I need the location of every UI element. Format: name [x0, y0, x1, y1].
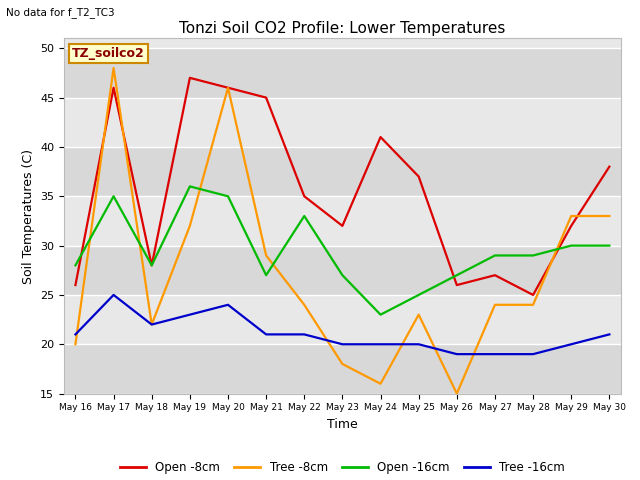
Text: TZ_soilco2: TZ_soilco2 — [72, 47, 145, 60]
Bar — [64, 97, 621, 147]
Bar — [64, 295, 621, 344]
Legend: Open -8cm, Tree -8cm, Open -16cm, Tree -16cm: Open -8cm, Tree -8cm, Open -16cm, Tree -… — [115, 456, 570, 479]
Bar — [64, 0, 621, 48]
Y-axis label: Soil Temperatures (C): Soil Temperatures (C) — [22, 148, 35, 284]
Text: No data for f_T2_TC3: No data for f_T2_TC3 — [6, 7, 115, 18]
Bar — [64, 196, 621, 246]
Bar — [64, 344, 621, 394]
X-axis label: Time: Time — [327, 418, 358, 431]
Bar — [64, 147, 621, 196]
Bar — [64, 48, 621, 97]
Title: Tonzi Soil CO2 Profile: Lower Temperatures: Tonzi Soil CO2 Profile: Lower Temperatur… — [179, 21, 506, 36]
Bar — [64, 246, 621, 295]
